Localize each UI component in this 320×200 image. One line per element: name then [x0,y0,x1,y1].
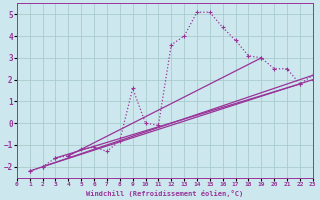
X-axis label: Windchill (Refroidissement éolien,°C): Windchill (Refroidissement éolien,°C) [86,190,244,197]
